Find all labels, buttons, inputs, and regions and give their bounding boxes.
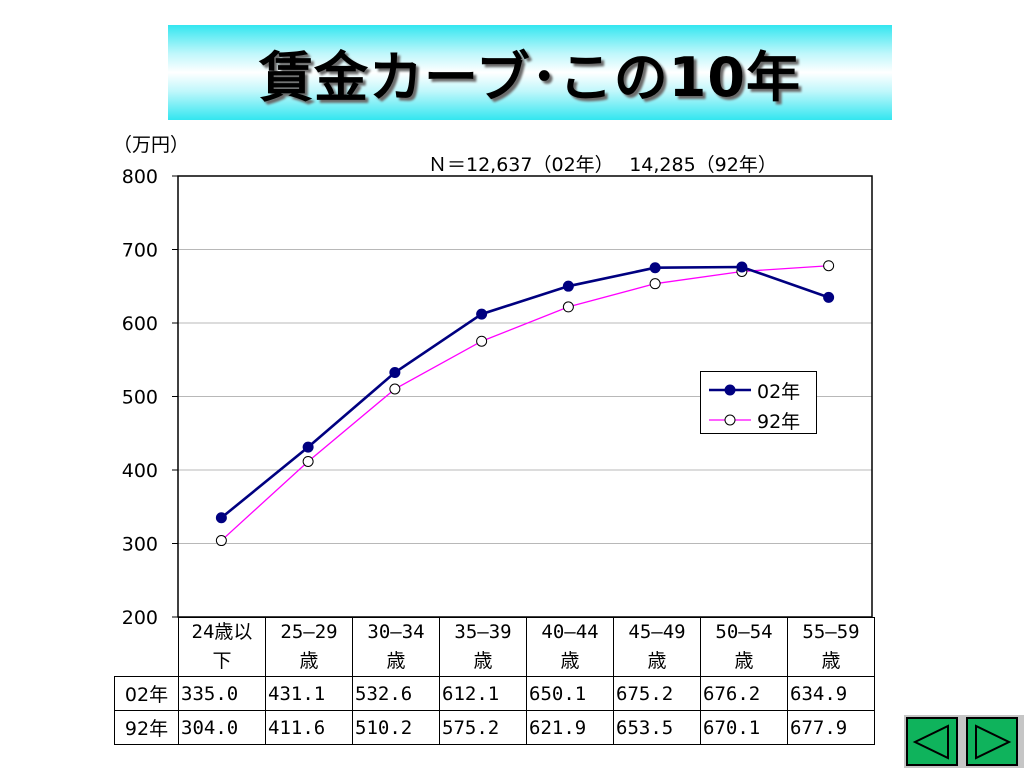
legend-item-02: 02年 (701, 374, 818, 404)
data-point-02年 (736, 261, 748, 273)
value-cell: 304.0 (178, 710, 266, 745)
data-point-02年 (649, 262, 661, 274)
triangle-left-icon (912, 723, 949, 760)
value-cell: 676.2 (700, 676, 788, 711)
data-point-02年 (215, 512, 227, 524)
row-label: 02年 (114, 676, 179, 711)
category-cell: 30―34 歳 (352, 617, 440, 677)
category-cell: 45―49 歳 (613, 617, 701, 677)
slide-nav (904, 715, 1024, 768)
category-line: 歳 (560, 650, 580, 672)
slide-title: 賃金カーブ･この10年 (259, 46, 801, 109)
y-tick-label: 300 (122, 534, 158, 556)
table-row: 02年 335.0 431.1 532.6 612.1 650.1 675.2 … (114, 676, 875, 711)
category-line: 55―59 (802, 621, 860, 643)
value-cell: 634.9 (787, 676, 875, 711)
category-line: 歳 (299, 650, 319, 672)
legend-label-92: 92年 (757, 411, 801, 433)
data-point-92年 (649, 278, 661, 290)
category-cell: 40―44 歳 (526, 617, 614, 677)
category-cell: 24歳以下 (178, 617, 266, 677)
category-line: 25―29 (280, 621, 338, 643)
y-tick-label: 400 (122, 460, 158, 482)
data-point-02年 (389, 367, 401, 379)
value-cell: 612.1 (439, 676, 527, 711)
y-tick-label: 700 (122, 240, 158, 262)
table-corner (114, 617, 179, 677)
prev-slide-button[interactable] (906, 717, 958, 766)
category-line: 24歳以 (191, 621, 253, 643)
legend-swatch-02 (709, 384, 751, 396)
y-tick-label: 800 (122, 166, 158, 188)
category-row: 24歳以下 25―29 歳 30―34 歳 35―39 歳 40―44 歳 45―49 歳… (114, 617, 875, 677)
value-cell: 335.0 (178, 676, 266, 711)
title-banner: 賃金カーブ･この10年 (168, 25, 892, 120)
category-line: 歳 (647, 650, 667, 672)
series-lines (215, 260, 835, 547)
category-cell: 25―29 歳 (265, 617, 353, 677)
triangle-right-icon (975, 723, 1012, 760)
category-line: 歳 (473, 650, 493, 672)
value-cell: 653.5 (613, 710, 701, 745)
series-line-02年 (220, 265, 830, 519)
category-line: 歳 (734, 650, 754, 672)
category-line: 40―44 (541, 621, 599, 643)
category-line: 歳 (386, 650, 406, 672)
legend-swatch-92 (709, 414, 751, 426)
data-point-92年 (215, 535, 227, 547)
category-line: 歳 (821, 650, 841, 672)
value-cell: 670.1 (700, 710, 788, 745)
y-axis-unit-label: （万円） (113, 134, 190, 156)
category-line: 35―39 (454, 621, 512, 643)
y-axis-ticks: 800 700 600 500 400 300 200 (122, 166, 158, 629)
value-cell: 650.1 (526, 676, 614, 711)
data-point-02年 (476, 308, 488, 320)
value-cell: 510.2 (352, 710, 440, 745)
data-table: 24歳以下 25―29 歳 30―34 歳 35―39 歳 40―44 歳 45―49 歳… (114, 617, 875, 745)
data-point-92年 (476, 335, 488, 347)
data-point-02年 (302, 441, 314, 453)
value-cell: 532.6 (352, 676, 440, 711)
value-cell: 675.2 (613, 676, 701, 711)
chart-legend: 02年 92年 (700, 371, 817, 434)
sample-size-note: Ｎ＝12,637（02年） 14,285（92年） (428, 154, 777, 176)
value-cell: 677.9 (787, 710, 875, 745)
category-cell: 35―39 歳 (439, 617, 527, 677)
category-cell: 55―59 歳 (787, 617, 875, 677)
data-point-02年 (823, 291, 835, 303)
value-cell: 575.2 (439, 710, 527, 745)
data-point-92年 (389, 383, 401, 395)
category-cell: 50―54 歳 (700, 617, 788, 677)
legend-item-92: 92年 (701, 404, 818, 434)
value-cell: 431.1 (265, 676, 353, 711)
category-line: 下 (212, 650, 232, 672)
data-point-02年 (562, 280, 574, 292)
value-cell: 621.9 (526, 710, 614, 745)
data-point-92年 (302, 455, 314, 467)
next-slide-button[interactable] (966, 717, 1018, 766)
series-line-92年 (220, 265, 829, 542)
table-row: 92年 304.0 411.6 510.2 575.2 621.9 653.5 … (114, 710, 875, 745)
gridlines (172, 175, 872, 618)
category-line: 45―49 (628, 621, 686, 643)
row-label: 92年 (114, 710, 179, 745)
data-point-92年 (823, 260, 835, 272)
data-point-92年 (562, 301, 574, 313)
y-tick-label: 500 (122, 387, 158, 409)
legend-label-02: 02年 (757, 381, 801, 403)
y-tick-label: 600 (122, 313, 158, 335)
category-line: 30―34 (367, 621, 425, 643)
category-line: 50―54 (715, 621, 773, 643)
value-cell: 411.6 (265, 710, 353, 745)
